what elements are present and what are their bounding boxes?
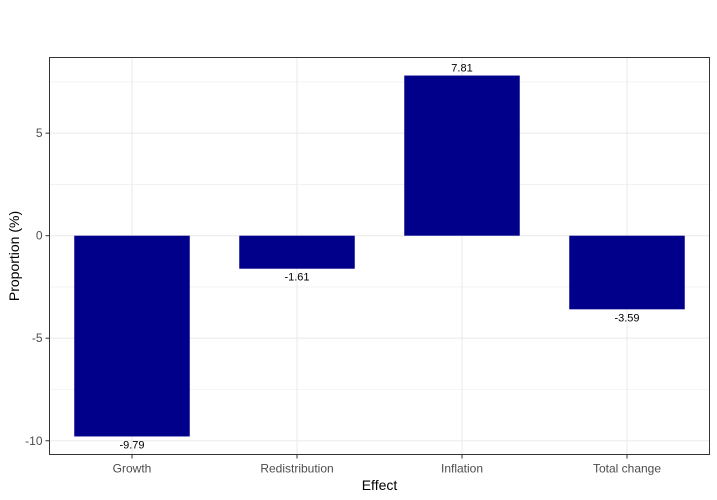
- x-axis-title: Effect: [362, 477, 398, 493]
- panel-border: [49, 57, 710, 455]
- bar-data-label: -1.61: [284, 272, 309, 284]
- x-tick-label: Inflation: [441, 462, 483, 476]
- bar: [569, 235, 685, 310]
- y-axis-title: Proportion (%): [6, 211, 22, 301]
- x-tick-label: Total change: [593, 462, 661, 476]
- bar-data-label: -9.79: [119, 439, 144, 451]
- x-axis: Growth Redistribution Inflation Total chang…: [113, 454, 661, 476]
- y-tick-label: -10: [25, 434, 43, 448]
- y-axis: -10 -5 0 5: [25, 126, 50, 448]
- y-tick-label: 0: [36, 229, 43, 243]
- bar: [239, 235, 355, 269]
- y-tick-label: 5: [36, 126, 43, 140]
- data-label-layer: -9.79 -1.61 7.81 -3.59: [119, 63, 639, 452]
- x-tick-label: Growth: [113, 462, 152, 476]
- x-tick-label: Redistribution: [260, 462, 333, 476]
- bar: [74, 235, 190, 437]
- y-tick-label: -5: [32, 331, 43, 345]
- bar-layer: [74, 75, 685, 437]
- bar-data-label: 7.81: [451, 63, 472, 75]
- bar-data-label: -3.59: [614, 312, 639, 324]
- bar: [404, 75, 520, 236]
